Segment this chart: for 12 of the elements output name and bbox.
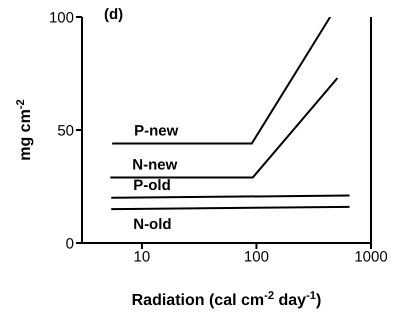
series-label: N-new [132, 156, 178, 174]
x-tick-label: 1000 [354, 248, 388, 266]
series-label: N-old [133, 216, 172, 234]
y-tick-label: 0 [66, 235, 74, 252]
y-tick-label: 50 [57, 122, 74, 140]
y-tick-label: 100 [48, 9, 74, 26]
x-axis-title: Radiation (cal cm$^{-2}$ day$^{-1}$) [132, 290, 322, 309]
annotation: (d) [104, 6, 124, 23]
x-tick-label: 100 [244, 248, 269, 266]
series-label: P-new [134, 122, 179, 140]
x-tick-label: 10 [134, 248, 150, 266]
series-label: P-old [133, 176, 171, 194]
